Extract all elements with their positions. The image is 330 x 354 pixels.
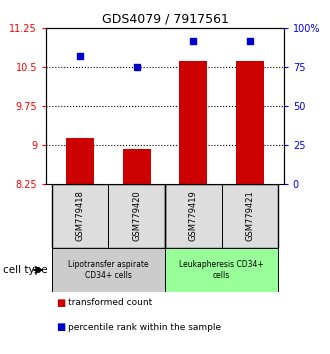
Text: ■: ■ [56, 322, 65, 332]
Bar [221, 184, 278, 248]
Point [191, 38, 196, 44]
Text: GSM779418: GSM779418 [76, 190, 84, 241]
Bar [52, 184, 165, 248]
Bar [52, 248, 165, 292]
Title: GDS4079 / 7917561: GDS4079 / 7917561 [102, 13, 228, 26]
Bar [165, 248, 278, 292]
Text: ■: ■ [56, 298, 65, 308]
Bar [236, 61, 264, 184]
Point [134, 64, 139, 70]
Text: GSM779420: GSM779420 [132, 190, 141, 241]
Bar [52, 184, 109, 248]
Text: Lipotransfer aspirate
CD34+ cells: Lipotransfer aspirate CD34+ cells [68, 260, 149, 280]
Bar [122, 149, 151, 184]
Text: percentile rank within the sample: percentile rank within the sample [68, 323, 221, 332]
Text: Leukapheresis CD34+
cells: Leukapheresis CD34+ cells [179, 260, 264, 280]
Bar [66, 138, 94, 184]
Point [247, 38, 252, 44]
Text: cell type: cell type [3, 265, 48, 275]
Bar [165, 184, 278, 248]
Bar [179, 61, 208, 184]
Text: transformed count: transformed count [68, 298, 152, 307]
Text: GSM779421: GSM779421 [246, 190, 254, 241]
Bar [165, 184, 221, 248]
Point [78, 53, 83, 59]
Text: GSM779419: GSM779419 [189, 190, 198, 241]
Bar [109, 184, 165, 248]
